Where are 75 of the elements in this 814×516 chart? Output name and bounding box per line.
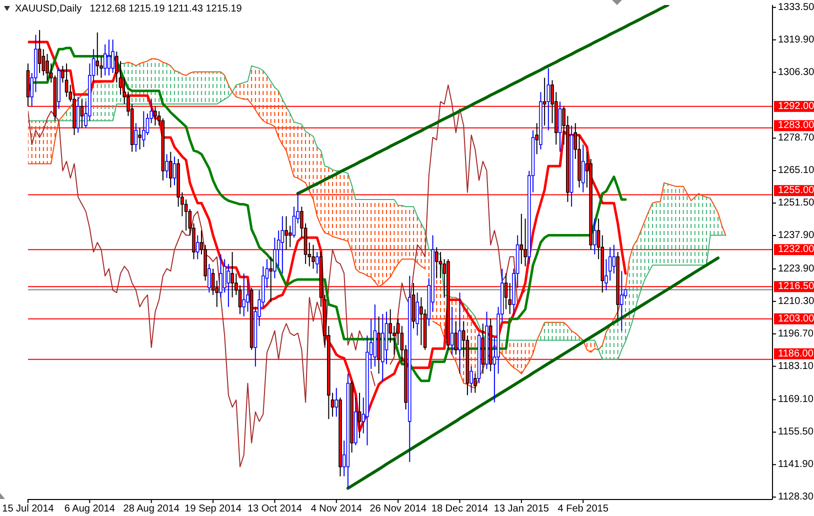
y-tick-label: 1251.50 (778, 198, 814, 209)
candlestick (64, 62, 68, 98)
candlestick (76, 96, 80, 134)
candlestick (581, 144, 585, 193)
y-tick-label: 1210.30 (778, 296, 814, 307)
y-tick-label: 1223.90 (778, 263, 814, 274)
x-tick-label: 13 Jan 2015 (494, 504, 550, 514)
candlestick (208, 263, 211, 294)
x-tick-label: 6 Aug 2014 (64, 504, 116, 514)
chart-title: XAUUSD,Daily (15, 4, 82, 14)
candlestick (219, 254, 222, 298)
x-tick-label: 28 Aug 2014 (123, 504, 180, 514)
x-tick-label: 15 Jul 2014 (2, 504, 54, 514)
candlestick (226, 263, 230, 308)
candlestick (438, 252, 442, 279)
ref-line-label: 1232.00 (778, 244, 814, 256)
y-tick-label: 1169.10 (778, 394, 814, 406)
candlestick (46, 53, 49, 81)
x-tick-label: 19 Sep 2014 (184, 504, 242, 514)
ref-line-label: 1203.00 (778, 313, 814, 324)
candlestick (474, 373, 477, 394)
y-tick-label: 1306.30 (778, 66, 814, 78)
candlestick (292, 206, 296, 238)
candlestick (416, 292, 419, 336)
x-tick-label: 18 Dec 2014 (431, 504, 489, 514)
x-tick-label: 13 Oct 2014 (247, 504, 302, 514)
candlestick (458, 292, 462, 374)
y-tick-label: 1183.10 (778, 360, 814, 372)
candlestick (315, 252, 319, 274)
candlestick (165, 154, 168, 179)
candlestick (612, 244, 616, 274)
candlestick (470, 366, 473, 394)
y-tick-label: 1237.90 (778, 230, 814, 242)
ref-line-label: 1255.00 (778, 185, 814, 196)
candlestick (111, 39, 114, 74)
candlestick (280, 216, 284, 274)
candlestick (184, 199, 188, 232)
ref-line-label: 1186.00 (778, 348, 814, 360)
candlestick (103, 44, 107, 76)
candlestick (288, 225, 292, 248)
candlestick (620, 270, 624, 332)
candlestick (172, 156, 176, 186)
x-tick-label: 26 Nov 2014 (370, 504, 427, 514)
y-tick-label: 1333.50 (778, 2, 814, 13)
candlestick (593, 218, 596, 255)
candlestick (42, 48, 46, 76)
y-tick-label: 1278.70 (778, 132, 814, 144)
line-series (346, 256, 720, 490)
x-tick-label: 4 Feb 2015 (558, 504, 609, 514)
candlestick (242, 272, 246, 317)
candlestick (454, 320, 458, 356)
candlestick (558, 101, 562, 152)
candlestick (450, 306, 454, 356)
ref-line-label: 1292.00 (778, 100, 814, 112)
candlestick (96, 32, 100, 76)
line-series (296, 5, 670, 196)
candlestick (196, 234, 200, 260)
candlestick (107, 39, 111, 76)
candlestick (168, 151, 172, 188)
y-tick-label: 1319.90 (778, 34, 814, 46)
x-tick-label: 4 Nov 2014 (310, 504, 362, 514)
y-tick-label: 1155.50 (778, 426, 814, 438)
candlestick (142, 110, 146, 148)
y-tick-label: 1265.10 (778, 165, 814, 176)
y-tick-label: 1196.70 (778, 328, 814, 340)
candlestick (134, 122, 138, 152)
candlestick (608, 246, 612, 282)
y-tick-label: 1128.30 (778, 492, 814, 503)
candlestick (546, 68, 550, 131)
candlestick (146, 113, 150, 136)
chart-subtitle: 1212.68 1215.19 1211.43 1215.19 (90, 4, 242, 14)
ref-line-label: 1216.50 (778, 281, 814, 292)
candlestick (334, 388, 338, 418)
y-tick-label: 1141.90 (778, 459, 814, 470)
ref-line-label: 1283.00 (778, 120, 814, 132)
